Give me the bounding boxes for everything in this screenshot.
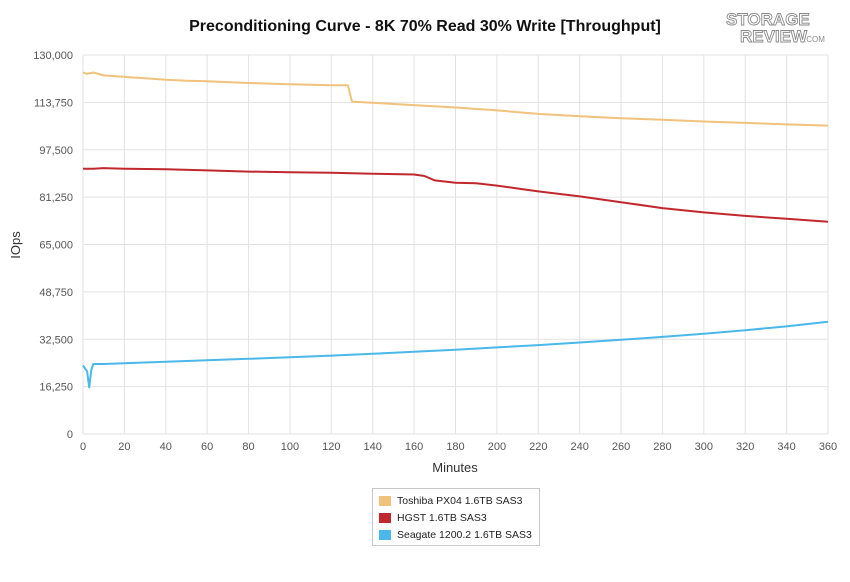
y-tick-label: 16,250 — [39, 382, 73, 394]
series-line-2 — [82, 320, 829, 389]
y-tick-label: 113,750 — [34, 97, 73, 109]
y-tick-label: 65,000 — [39, 240, 73, 252]
x-tick-label: 300 — [695, 441, 713, 453]
y-axis-label: IOps — [8, 231, 23, 259]
series-line-0 — [82, 71, 829, 127]
y-tick-label: 97,500 — [39, 145, 73, 157]
x-tick-label: 160 — [405, 441, 423, 453]
y-tick-label: 0 — [67, 429, 73, 441]
x-tick-label: 120 — [322, 441, 340, 453]
logo-line-3: .COM — [804, 35, 825, 44]
y-tick-label: 32,500 — [39, 334, 73, 346]
x-tick-label: 340 — [777, 441, 795, 453]
logo-line-2: REVIEW — [740, 27, 808, 46]
x-tick-label: 180 — [446, 441, 464, 453]
x-tick-label: 100 — [281, 441, 299, 453]
legend-label-hgst: HGST 1.6TB SAS3 — [397, 511, 487, 524]
x-tick-label: 20 — [118, 441, 130, 453]
legend-swatch-toshiba — [379, 495, 391, 506]
chart-title: Preconditioning Curve - 8K 70% Read 30% … — [189, 18, 661, 35]
legend-item-toshiba[interactable]: Toshiba PX04 1.6TB SAS3 — [379, 492, 533, 509]
x-tick-label: 80 — [242, 441, 254, 453]
x-tick-label: 240 — [570, 441, 588, 453]
legend-item-hgst[interactable]: HGST 1.6TB SAS3 — [379, 509, 533, 526]
legend: Toshiba PX04 1.6TB SAS3 HGST 1.6TB SAS3 … — [372, 488, 540, 546]
logo-line-1: STORAGE — [726, 10, 810, 29]
legend-label-seagate: Seagate 1200.2 1.6TB SAS3 — [397, 528, 532, 541]
x-tick-label: 60 — [201, 441, 213, 453]
x-tick-label: 40 — [160, 441, 172, 453]
x-tick-label: 220 — [529, 441, 547, 453]
x-axis-label: Minutes — [432, 460, 478, 475]
x-tick-label: 260 — [612, 441, 630, 453]
y-tick-label: 48,750 — [39, 287, 73, 299]
legend-swatch-seagate — [379, 529, 391, 540]
y-tick-label: 81,250 — [39, 192, 73, 204]
series-lines — [82, 71, 829, 389]
legend-swatch-hgst — [379, 512, 391, 523]
x-tick-label: 140 — [364, 441, 382, 453]
legend-item-seagate[interactable]: Seagate 1200.2 1.6TB SAS3 — [379, 526, 533, 543]
y-axis-ticks: 0 16,250 32,500 48,750 65,000 81,250 97,500 113… — [33, 50, 73, 441]
x-tick-label: 280 — [653, 441, 671, 453]
storagereview-logo: STORAGE REVIEW .COM — [726, 10, 826, 47]
series-line-1 — [83, 167, 829, 223]
x-axis-ticks: 0 20 40 60 80 100 120 140 160 180 200 220 240 260 280 3… — [80, 441, 837, 453]
x-tick-label: 200 — [488, 441, 506, 453]
x-tick-label: 360 — [819, 441, 837, 453]
x-tick-label: 0 — [80, 441, 86, 453]
grid-lines — [82, 54, 829, 435]
x-tick-label: 320 — [736, 441, 754, 453]
y-tick-label: 130,000 — [33, 50, 73, 62]
legend-label-toshiba: Toshiba PX04 1.6TB SAS3 — [397, 494, 523, 507]
